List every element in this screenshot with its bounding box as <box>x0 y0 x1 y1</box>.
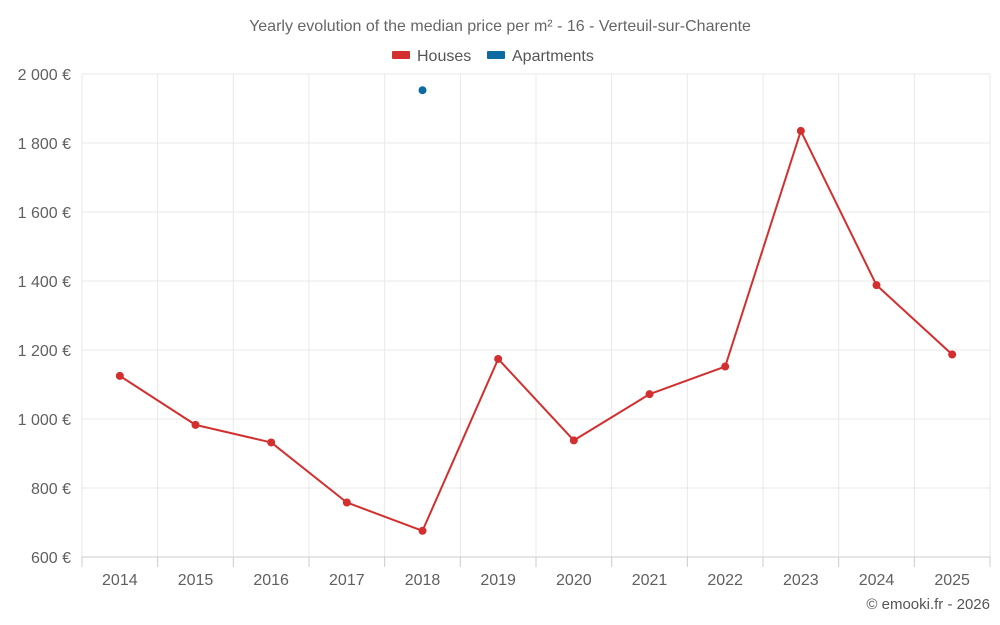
credit-text[interactable]: © emooki.fr - 2026 <box>866 596 990 613</box>
data-point-houses[interactable] <box>796 126 805 135</box>
legend-label-apartments[interactable]: Apartments <box>512 48 594 65</box>
data-point-houses[interactable] <box>948 350 957 359</box>
y-tick-label: 600 € <box>31 550 71 567</box>
x-tick-label: 2021 <box>632 572 668 589</box>
series-lines <box>119 129 953 532</box>
x-tick-label: 2014 <box>102 572 138 589</box>
data-point-houses[interactable] <box>115 371 124 380</box>
legend-swatch-apartments <box>487 51 505 59</box>
x-tick-label: 2025 <box>934 572 970 589</box>
series-points[interactable] <box>115 86 957 535</box>
y-tick-label: 1 400 € <box>18 274 71 291</box>
data-point-houses[interactable] <box>721 362 730 371</box>
legend-label-houses[interactable]: Houses <box>417 48 471 65</box>
data-point-houses[interactable] <box>645 390 654 399</box>
y-tick-label: 800 € <box>31 481 71 498</box>
series-line-houses <box>119 129 953 532</box>
x-tick-label: 2015 <box>178 572 214 589</box>
y-tick-label: 1 800 € <box>18 136 71 153</box>
x-tick-label: 2016 <box>253 572 289 589</box>
x-tick-label: 2018 <box>405 572 441 589</box>
y-tick-label: 1 200 € <box>18 343 71 360</box>
data-point-houses[interactable] <box>872 281 881 290</box>
y-tick-label: 1 000 € <box>18 412 71 429</box>
data-point-houses[interactable] <box>342 498 351 507</box>
data-point-houses[interactable] <box>191 420 200 429</box>
legend-swatch-houses <box>392 51 410 59</box>
chart-title: Yearly evolution of the median price per… <box>249 18 751 35</box>
data-point-houses[interactable] <box>418 526 427 535</box>
gridlines <box>81 73 991 557</box>
x-tick-label: 2019 <box>480 572 516 589</box>
x-tick-label: 2017 <box>329 572 365 589</box>
legend[interactable]: Houses Apartments <box>392 48 594 65</box>
y-axis-ticks: 600 € 800 € 1 000 € 1 200 € 1 400 € 1 600 € 1 … <box>18 67 71 567</box>
data-point-houses[interactable] <box>569 436 578 445</box>
x-tick-label: 2023 <box>783 572 819 589</box>
y-tick-label: 2 000 € <box>18 67 71 84</box>
data-point-houses[interactable] <box>267 438 276 447</box>
x-tick-label: 2020 <box>556 572 592 589</box>
y-tick-label: 1 600 € <box>18 205 71 222</box>
x-tick-label: 2024 <box>859 572 895 589</box>
x-tick-label: 2022 <box>707 572 743 589</box>
x-axis-ticks: 2014 2015 2016 2017 2018 2019 2020 2021 2022 2023… <box>81 557 991 589</box>
data-point-apartments[interactable] <box>418 86 427 95</box>
data-point-houses[interactable] <box>494 354 503 363</box>
